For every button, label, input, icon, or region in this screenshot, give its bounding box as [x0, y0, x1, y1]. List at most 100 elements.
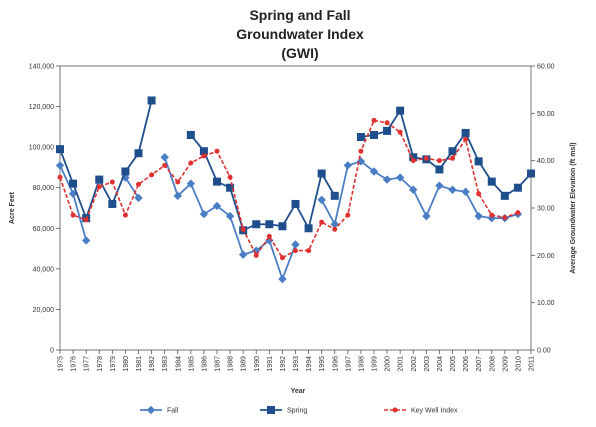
spring-point: [291, 199, 300, 208]
chart-title-line-2: Groundwater Index: [236, 26, 364, 42]
x-tick-label: 1987: [215, 356, 222, 372]
key-well-index-point: [57, 174, 63, 180]
spring-point: [252, 220, 261, 229]
y-tick-label: 60,000: [33, 226, 55, 233]
key-well-index-line: [59, 119, 519, 259]
fall-point: [317, 195, 326, 205]
x-tick-label: 1986: [201, 356, 208, 372]
key-well-index-point: [489, 212, 495, 218]
x-tick-label: 1999: [372, 356, 379, 372]
key-well-index-point: [227, 174, 233, 180]
key-well-index-point: [149, 172, 155, 178]
y-axis-title: Acre Feet: [9, 191, 16, 224]
key-well-index-point: [175, 179, 181, 185]
key-well-index-point: [358, 148, 364, 154]
key-well-index-point: [279, 255, 285, 261]
right-axis: 0.00 10.00 20.00 30.00 40.00 50.00 60.00: [531, 64, 555, 355]
fall-point: [81, 236, 91, 245]
y-tick-label: 80,000: [33, 185, 55, 192]
spring-point: [370, 130, 378, 139]
key-well-index-point: [476, 191, 482, 197]
spring-point: [278, 222, 287, 231]
y-tick-label: 120,000: [29, 104, 54, 111]
plot-area-border: [59, 65, 532, 351]
x-axis-title: Year: [291, 388, 306, 395]
key-well-index-point: [436, 158, 442, 164]
chart-title-line-1: Spring and Fall: [249, 7, 350, 23]
key-well-index-point: [266, 233, 272, 239]
fall-point: [343, 161, 353, 170]
x-tick-label: 1979: [110, 356, 117, 372]
fall-point: [409, 185, 418, 194]
fall-point: [448, 185, 457, 194]
x-tick-label: 1978: [97, 356, 104, 372]
x-tick-label: 1989: [241, 356, 248, 372]
y-tick-label: 0: [50, 348, 54, 355]
y-tick-label: 40,000: [33, 266, 55, 273]
key-well-index-point: [109, 179, 115, 185]
spring-series: [56, 96, 535, 235]
x-tick-label: 1977: [84, 356, 91, 372]
fall-point: [199, 209, 209, 219]
x-tick-label: 1976: [71, 356, 78, 372]
legend-label-fall: Fall: [167, 408, 179, 415]
fall-point: [212, 201, 222, 211]
legend-item-key-well-index: Key Well Index: [384, 407, 458, 415]
fall-point: [160, 153, 169, 162]
y-tick-label: 20,000: [33, 307, 55, 314]
spring-point: [448, 147, 457, 156]
spring-point: [500, 191, 509, 200]
fall-point: [435, 181, 444, 190]
x-tick-label: 2006: [463, 356, 470, 372]
fall-point: [173, 191, 182, 201]
spring-point: [121, 167, 130, 176]
y2-tick-label: 40.00: [537, 158, 555, 165]
x-tick-label: 2009: [502, 356, 509, 372]
key-well-index-point: [332, 226, 338, 232]
x-tick-label: 2002: [411, 356, 418, 372]
x-tick-label: 2001: [398, 356, 405, 372]
x-tick-label: 1991: [267, 356, 274, 372]
legend: Fall Spring Key Well Index: [140, 405, 458, 415]
spring-point: [186, 130, 195, 139]
key-well-index-point: [397, 129, 403, 135]
key-well-index-point: [240, 226, 246, 232]
fall-point: [225, 211, 235, 221]
key-well-index-point: [502, 214, 508, 220]
x-axis: 1975 1976 1977 1978 1979 1980 1981 1982 1983 1984…: [58, 350, 536, 372]
spring-point: [56, 145, 64, 154]
key-well-index-point: [293, 248, 298, 254]
fall-point: [382, 175, 392, 184]
spring-point: [383, 126, 392, 135]
spring-point: [461, 128, 470, 137]
series-layer: [55, 96, 535, 284]
left-axis: 0 20,000 40,000 60,000 80,000 100,000 120,000 1…: [29, 64, 60, 355]
y2-tick-label: 20.00: [537, 253, 555, 260]
spring-point: [330, 191, 339, 200]
key-well-index-point: [214, 148, 220, 154]
fall-point: [461, 187, 470, 196]
legend-key-well-index-point: [392, 407, 398, 413]
legend-spring-point: [267, 406, 275, 414]
key-well-index-point: [253, 252, 259, 258]
fall-point: [186, 179, 196, 188]
legend-item-spring: Spring: [260, 406, 307, 415]
spring-point: [304, 224, 313, 233]
x-tick-label: 1984: [175, 356, 182, 372]
fall-point: [369, 167, 379, 176]
key-well-index-point: [463, 136, 469, 142]
x-tick-label: 1992: [280, 356, 287, 372]
y2-tick-label: 10.00: [537, 300, 555, 307]
x-tick-label: 1995: [319, 356, 326, 372]
y2-tick-label: 0.00: [537, 348, 551, 355]
y2-tick-label: 30.00: [537, 206, 555, 213]
x-tick-label: 2005: [450, 356, 457, 372]
key-well-index-point: [345, 212, 351, 218]
x-tick-label: 1993: [293, 356, 300, 372]
x-tick-label: 2000: [385, 356, 392, 372]
key-well-index-point: [306, 248, 312, 254]
spring-point: [527, 169, 535, 178]
x-tick-label: 1988: [228, 356, 235, 372]
x-tick-label: 1998: [358, 356, 365, 372]
fall-point: [395, 173, 405, 182]
